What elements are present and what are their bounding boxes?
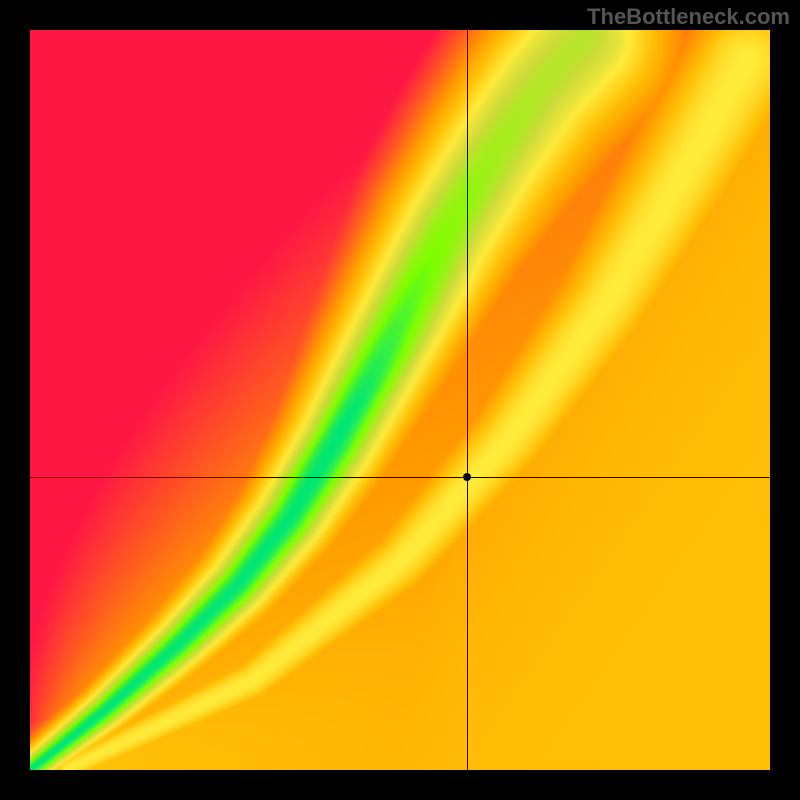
- crosshair-horizontal: [30, 477, 770, 478]
- plot-area: [30, 30, 770, 770]
- crosshair-vertical: [467, 30, 468, 770]
- heatmap-canvas: [30, 30, 770, 770]
- chart-container: TheBottleneck.com: [0, 0, 800, 800]
- watermark-text: TheBottleneck.com: [587, 4, 790, 30]
- crosshair-point: [463, 473, 471, 481]
